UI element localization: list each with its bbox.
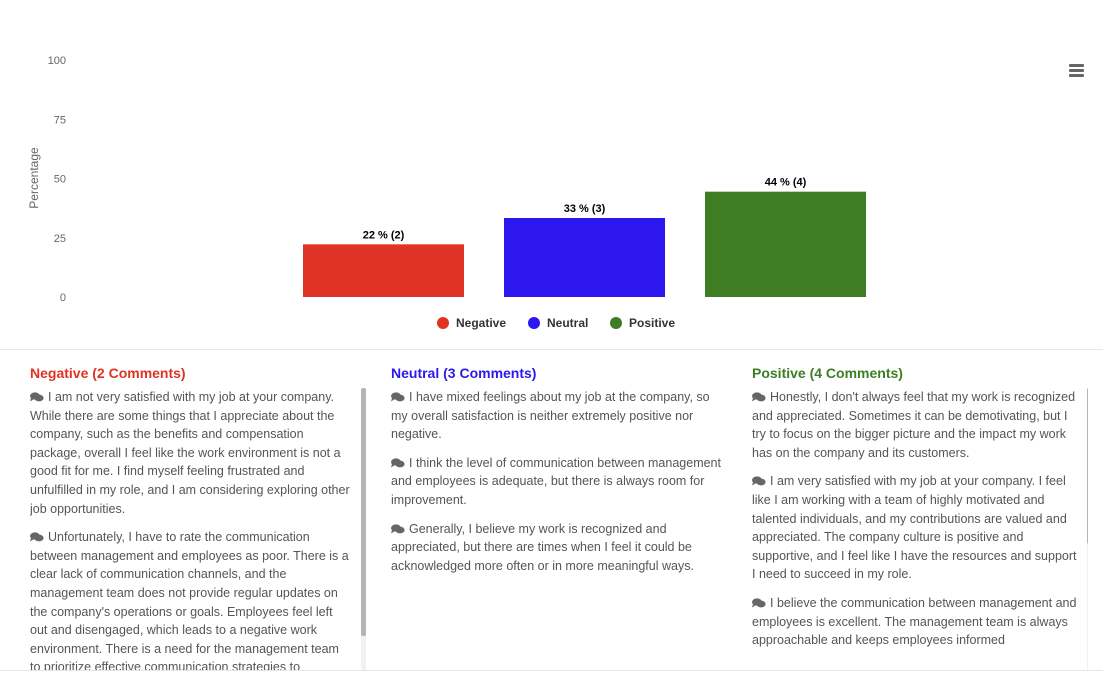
comment-bubble-icon (30, 532, 44, 542)
y-tick-label: 100 (48, 55, 66, 67)
legend-label: Positive (629, 316, 676, 330)
chart-legend: Negative Neutral Positive (0, 313, 1103, 333)
comment-item: I have mixed feelings about my job at th… (391, 390, 710, 442)
bar-neutral[interactable] (504, 218, 665, 297)
legend-item-positive[interactable]: Positive (610, 313, 675, 333)
chart-menu-icon[interactable] (1068, 63, 1086, 79)
y-tick-label: 50 (54, 174, 66, 186)
comment-bubble-icon (391, 458, 405, 468)
negative-comments-title: Negative (2 Comments) (30, 365, 186, 381)
legend-label: Negative (456, 316, 507, 330)
legend-item-neutral[interactable]: Neutral (528, 313, 588, 333)
positive-comments-body[interactable]: Honestly, I don't always feel that my wo… (752, 388, 1088, 670)
neutral-comments-body: I have mixed feelings about my job at th… (391, 388, 727, 670)
bar-data-label: 22 % (2) (363, 229, 405, 241)
comment-list: Honestly, I don't always feel that my wo… (752, 388, 1078, 650)
section-divider (0, 349, 1103, 350)
neutral-comments-title: Neutral (3 Comments) (391, 365, 537, 381)
negative-comments-scrollbar[interactable] (361, 388, 366, 670)
y-axis-label: Percentage (27, 147, 41, 209)
comment-item: Honestly, I don't always feel that my wo… (752, 390, 1076, 460)
scrollbar-thumb[interactable] (1087, 388, 1088, 544)
legend-marker-neutral (528, 317, 540, 329)
comments-section: Negative (2 Comments) I am not very sati… (0, 350, 1103, 670)
positive-comments-title: Positive (4 Comments) (752, 365, 903, 381)
bar-negative[interactable] (303, 244, 464, 297)
bar-positive[interactable] (705, 191, 866, 297)
comment-list: I am not very satisfied with my job at y… (30, 388, 352, 670)
chart-area: Percentage 0 25 50 75 100 22 % (2) 33 % (3) 44… (0, 55, 1103, 333)
bar-chart: Percentage 0 25 50 75 100 22 % (2) 33 % (3) 44… (27, 55, 866, 304)
bottom-border (0, 670, 1103, 671)
legend-marker-negative (437, 317, 449, 329)
negative-comments-column: Negative (2 Comments) I am not very sati… (30, 362, 366, 670)
comment-item: Unfortunately, I have to rate the commun… (30, 530, 349, 670)
positive-comments-column: Positive (4 Comments) Honestly, I don't … (752, 362, 1088, 670)
bars (303, 191, 866, 297)
comment-list: I have mixed feelings about my job at th… (391, 388, 723, 575)
comment-item: I think the level of communication betwe… (391, 455, 721, 507)
comment-item: I am very satisfied with my job at your … (752, 474, 1077, 582)
scrollbar-thumb[interactable] (361, 388, 366, 636)
comment-bubble-icon (30, 392, 44, 402)
bar-data-label: 44 % (4) (765, 177, 807, 189)
neutral-comments-column: Neutral (3 Comments) I have mixed feelin… (391, 362, 727, 670)
legend-label: Neutral (547, 316, 589, 330)
negative-comments-body[interactable]: I am not very satisfied with my job at y… (30, 388, 366, 670)
y-tick-label: 75 (54, 114, 66, 126)
y-axis-ticks: 0 25 50 75 100 (48, 55, 66, 304)
comment-bubble-icon (752, 392, 766, 402)
bar-data-label: 33 % (3) (564, 203, 606, 215)
comment-bubble-icon (391, 392, 405, 402)
comment-item: I believe the communication between mana… (752, 595, 1077, 648)
y-tick-label: 25 (54, 233, 66, 245)
legend-marker-positive (610, 317, 622, 329)
y-tick-label: 0 (60, 292, 66, 304)
legend-item-negative[interactable]: Negative (437, 313, 506, 333)
bar-data-labels: 22 % (2) 33 % (3) 44 % (4) (363, 177, 807, 242)
comment-bubble-icon (752, 598, 766, 608)
comment-bubble-icon (752, 476, 766, 486)
comment-bubble-icon (391, 523, 405, 534)
comment-item: I am not very satisfied with my job at y… (30, 390, 350, 516)
positive-comments-scrollbar[interactable] (1087, 388, 1088, 670)
comment-item: Generally, I believe my work is recogniz… (391, 521, 694, 573)
